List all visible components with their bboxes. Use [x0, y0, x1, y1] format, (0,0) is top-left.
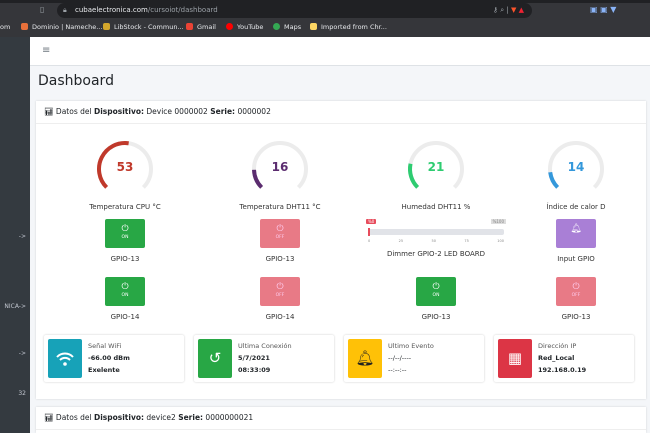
gauge-fill: [252, 169, 264, 189]
sidebar-item[interactable]: ->: [18, 350, 26, 357]
gpio13-switch-off-2[interactable]: ⏻ OFF: [556, 277, 596, 306]
device-card-2: 📊︎ Datos del Dispositivo: device2 Serie:…: [36, 407, 646, 433]
switch-label: GPIO-13: [110, 255, 140, 263]
power-icon: ⏻: [121, 282, 129, 292]
gauge-label: Temperatura DHT11 °C: [239, 203, 321, 211]
power-icon: ⏻: [572, 282, 580, 292]
gpio14-switch-on[interactable]: ⏻ ON: [105, 277, 145, 306]
chart-icon: 📊︎: [44, 107, 54, 116]
power-icon: ⏻: [121, 224, 129, 234]
gauge: 53 Temperatura CPU °C: [55, 132, 195, 222]
sidebar-item[interactable]: NICA->: [4, 303, 26, 310]
bookmark-0[interactable]: om: [0, 23, 11, 31]
tab-strip: [0, 0, 650, 3]
dimmer-slider[interactable]: %0 %100 0 25 50 75 100 Dimmer GPIO-2 LED BOA…: [366, 219, 506, 258]
gauge-label: Índice de calor D: [546, 203, 606, 211]
gauge: 16 Temperatura DHT11 °C: [210, 132, 350, 222]
wifi-icon: [48, 339, 82, 378]
sidebar: -> NICA-> -> 32: [0, 37, 30, 433]
dimmer-track: [368, 229, 504, 235]
bookmark-dominio[interactable]: Dominio | Nameche...: [21, 20, 102, 34]
gauge: 14 Índice de calor D: [506, 132, 646, 222]
switch-label: GPIO-14: [110, 313, 140, 321]
device-card-header: 📊︎ Datos del Dispositivo: Device 0000002…: [36, 101, 646, 124]
ethernet-icon: ▦: [498, 339, 532, 378]
switch-label: GPIO-13: [561, 313, 591, 321]
gauge-value: 14: [567, 160, 585, 174]
bookmark-maps[interactable]: Maps: [273, 20, 301, 34]
power-icon: ⏻: [276, 282, 284, 292]
input-gpio-indicator: 🔔︎: [556, 219, 596, 248]
switch-label: GPIO-14: [265, 313, 295, 321]
browser-chrome: ▯ 🔒︎ cubaelectronica.com/cursoiot/dashbo…: [0, 0, 650, 37]
gauge-value: 16: [271, 160, 289, 174]
bookmark-icon[interactable]: ▯: [40, 5, 45, 14]
power-icon: ⏻: [276, 224, 284, 234]
gauge: 21 Humedad DHT11 %: [366, 132, 506, 222]
hamburger-menu-icon[interactable]: ≡: [42, 45, 51, 56]
gauge-label: Humedad DHT11 %: [401, 203, 471, 211]
switch-label: GPIO-13: [265, 255, 295, 263]
gauge-value: 21: [427, 160, 445, 174]
gauge-fill: [97, 141, 129, 189]
gpio13-switch-off[interactable]: ⏻ OFF: [260, 219, 300, 248]
history-icon: ↺: [198, 339, 232, 378]
extensions-icons[interactable]: ▣ ▣ ▼: [590, 5, 617, 14]
switch-label: GPIO-13: [421, 313, 451, 321]
chart-icon: 📊︎: [44, 413, 54, 422]
gauge-arc: [252, 141, 308, 189]
key-icon[interactable]: ⚷ ⌕ | ▼ ▲: [492, 6, 524, 14]
bookmark-gmail[interactable]: Gmail: [186, 20, 216, 34]
bookmark-libstock[interactable]: LibStock - Commun...: [103, 20, 184, 34]
bell-icon: 🔔︎: [348, 339, 382, 378]
info-box-last-event: 🔔︎ Ultimo Evento --/--/---- --:--:--: [344, 335, 484, 382]
bookmark-imported[interactable]: Imported from Chr...: [310, 20, 387, 34]
gpio13-switch-on-2[interactable]: ⏻ ON: [416, 277, 456, 306]
gauge-arc: [97, 141, 153, 189]
gpio13-switch-on[interactable]: ⏻ ON: [105, 219, 145, 248]
info-box-wifi: Señal WiFi -66.00 dBm Exelente: [44, 335, 184, 382]
gauge-arc: [548, 141, 604, 189]
gauge-fill: [408, 163, 420, 189]
gauge-value: 53: [116, 160, 134, 174]
info-box-last-connection: ↺ Ultima Conexión 5/7/2021 08:33:09: [194, 335, 334, 382]
top-navbar: ≡: [30, 37, 650, 66]
power-icon: ⏻: [432, 282, 440, 292]
gauge-arc: [408, 141, 464, 189]
dimmer-label: Dimmer GPIO-2 LED BOARD: [386, 250, 486, 258]
dimmer-value-badge: %0: [366, 219, 377, 224]
device-card: 📊︎ Datos del Dispositivo: Device 0000002…: [36, 101, 646, 399]
bookmark-youtube[interactable]: YouTube: [226, 20, 263, 34]
dimmer-handle[interactable]: [368, 228, 370, 236]
info-box-ip: ▦ Dirección IP Red_Local 192.168.0.19: [494, 335, 634, 382]
sidebar-item[interactable]: 32: [18, 390, 26, 397]
sidebar-item[interactable]: ->: [18, 233, 26, 240]
lock-icon: 🔒︎: [63, 6, 67, 14]
address-bar[interactable]: 🔒︎ cubaelectronica.com/cursoiot/dashboar…: [57, 3, 532, 18]
bell-icon: 🔔︎: [570, 224, 582, 234]
page-title: Dashboard: [38, 73, 114, 89]
gauge-label: Temperatura CPU °C: [89, 203, 161, 211]
gauge-fill: [548, 171, 560, 189]
gpio14-switch-off[interactable]: ⏻ OFF: [260, 277, 300, 306]
device-card-header: 📊︎ Datos del Dispositivo: device2 Serie:…: [36, 407, 646, 430]
dimmer-max-badge: %100: [490, 219, 506, 224]
input-label: Input GPIO: [557, 255, 595, 263]
